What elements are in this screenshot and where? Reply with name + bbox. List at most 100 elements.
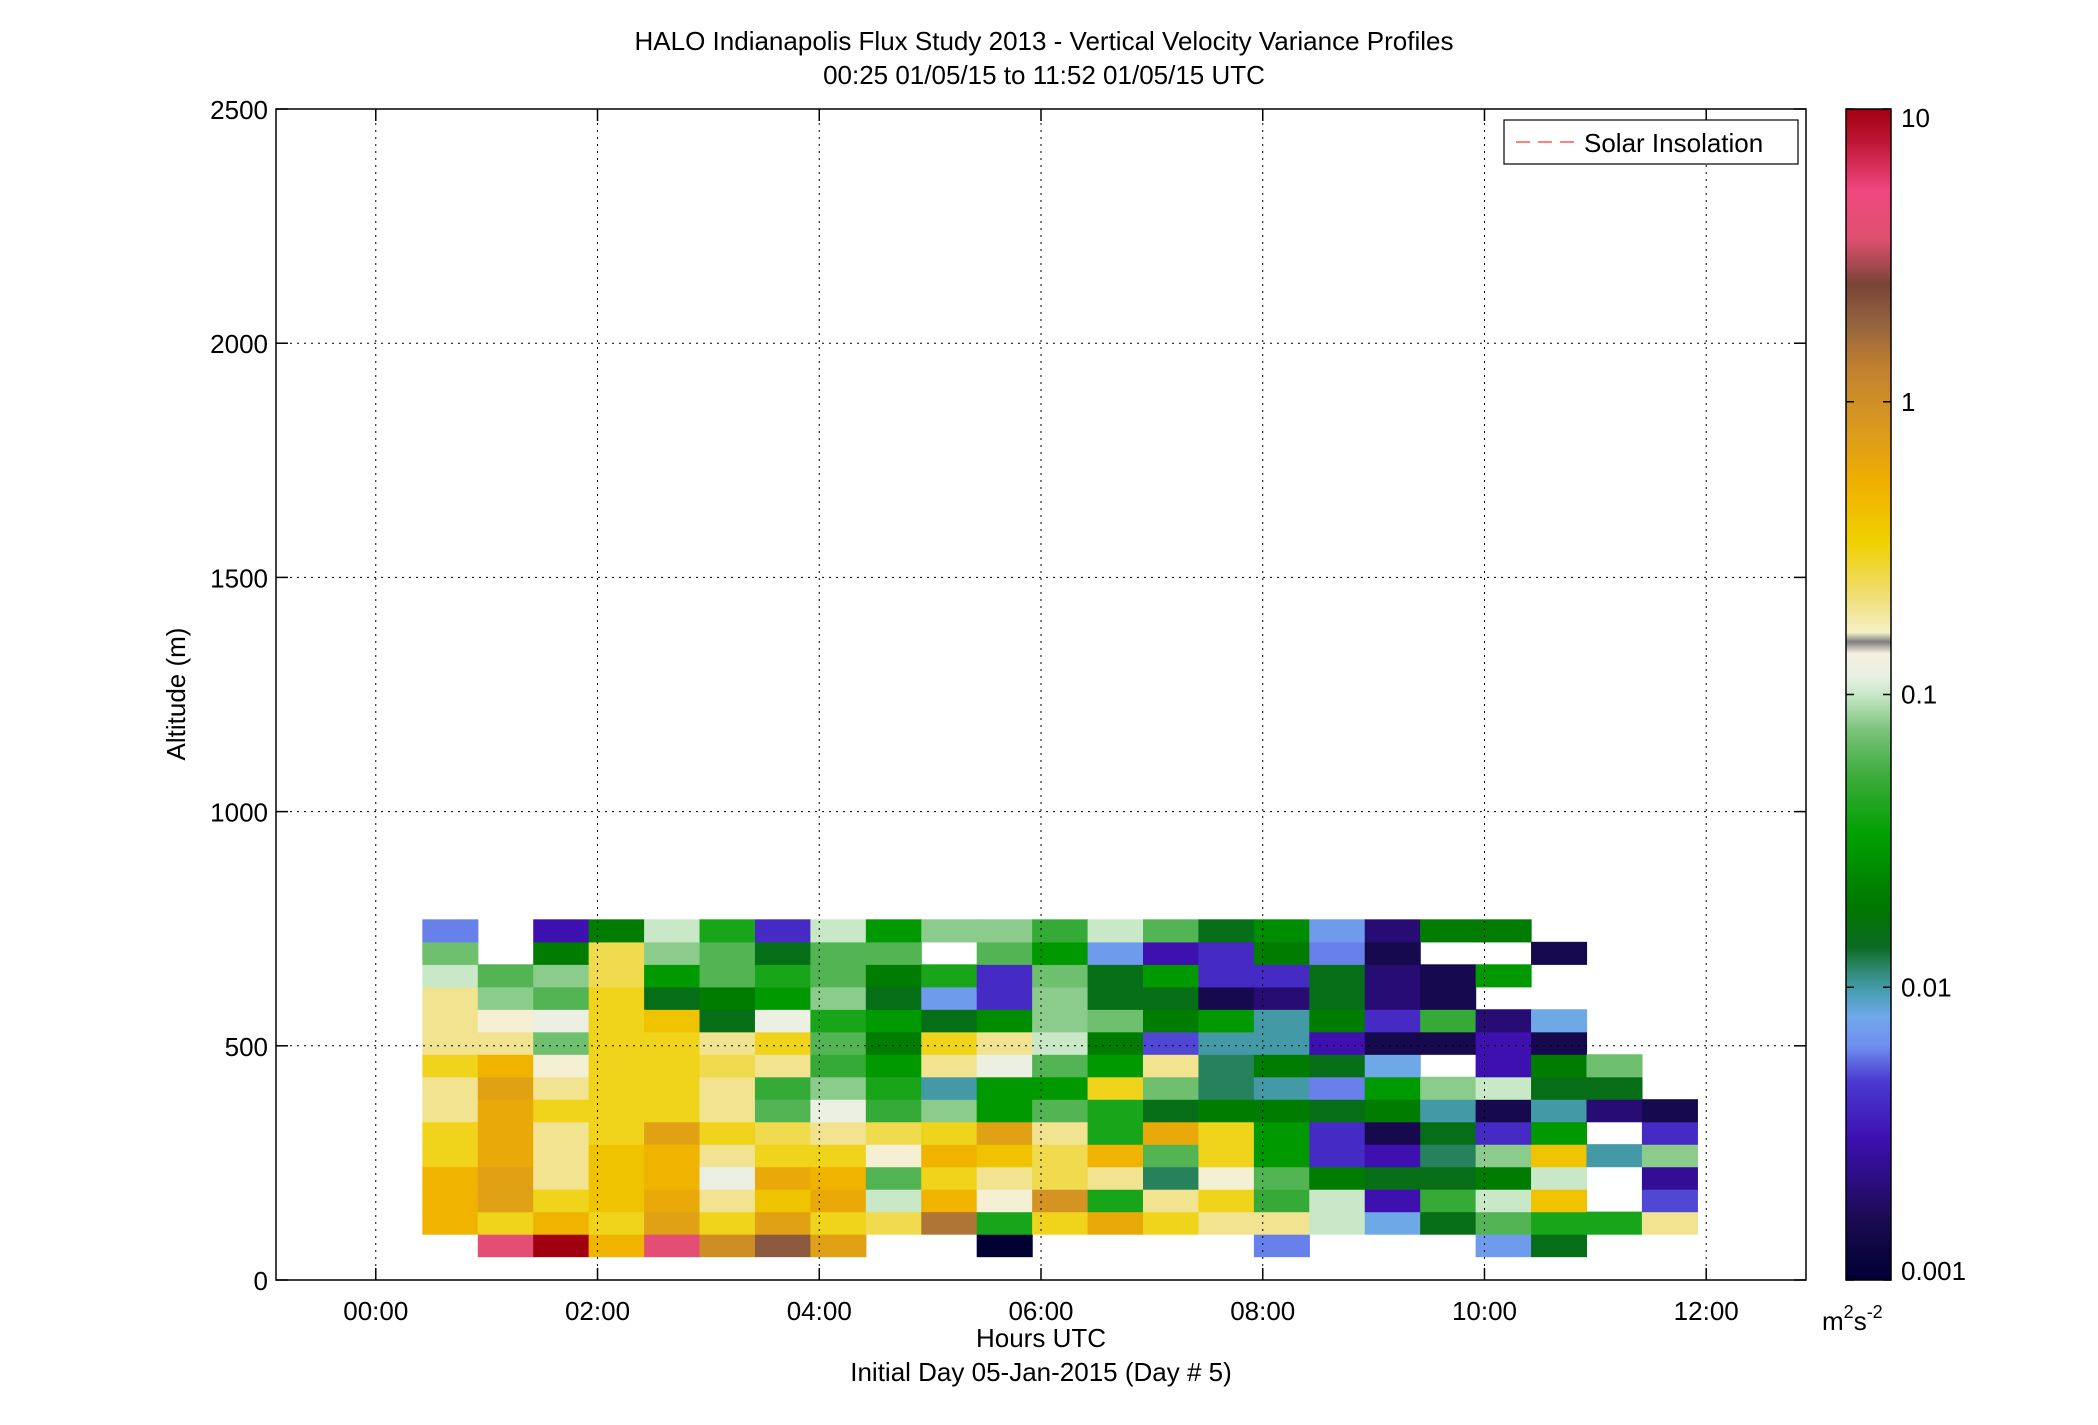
- heatmap-cell: [1198, 964, 1255, 988]
- heatmap-cell: [1420, 1076, 1477, 1100]
- heatmap-cell: [1309, 941, 1366, 965]
- heatmap-cell: [810, 1189, 867, 1213]
- heatmap-cell: [533, 1009, 590, 1033]
- legend-label: Solar Insolation: [1584, 128, 1763, 158]
- heatmap-cell: [921, 1144, 978, 1168]
- heatmap-cell: [422, 1211, 479, 1235]
- heatmap-cell: [1087, 941, 1144, 965]
- heatmap-cell: [1475, 1189, 1532, 1213]
- heatmap-cell: [588, 1211, 645, 1235]
- heatmap-cell: [699, 964, 756, 988]
- heatmap-cell: [588, 964, 645, 988]
- heatmap-cell: [1143, 1099, 1200, 1123]
- heatmap-cell: [422, 1031, 479, 1055]
- heatmap-cell: [754, 1211, 811, 1235]
- heatmap-cell: [1087, 1099, 1144, 1123]
- heatmap-cell: [1087, 1144, 1144, 1168]
- heatmap-cell: [644, 1009, 701, 1033]
- heatmap-cell: [533, 1234, 590, 1258]
- colorbar-tick-labels: 0.001 0.01 0.1 1 10: [1901, 103, 1966, 1286]
- heatmap-cell: [754, 964, 811, 988]
- y-tick-labels: 0 500 1000 1500 2000 2500: [210, 95, 268, 1296]
- heatmap-cell: [865, 1121, 922, 1145]
- heatmap-cell: [1641, 1211, 1698, 1235]
- heatmap-cell: [699, 919, 756, 943]
- heatmap-cell: [1309, 964, 1366, 988]
- heatmap-cell: [699, 1009, 756, 1033]
- heatmap-cell: [588, 1076, 645, 1100]
- heatmap-cell: [1309, 1211, 1366, 1235]
- y-tick-label: 0: [254, 1266, 268, 1296]
- heatmap-cell: [865, 986, 922, 1010]
- heatmap-cell: [1364, 1099, 1421, 1123]
- heatmap-cell: [754, 1054, 811, 1078]
- colorbar-tick-label: 10: [1901, 103, 1930, 133]
- heatmap-cell: [1032, 964, 1089, 988]
- heatmap-cell: [533, 1054, 590, 1078]
- heatmap-cell: [921, 964, 978, 988]
- heatmap-cell: [1087, 1054, 1144, 1078]
- heatmap-cell: [976, 1189, 1033, 1213]
- heatmap-cell: [921, 1076, 978, 1100]
- heatmap-cell: [477, 964, 534, 988]
- heatmap-cell: [1475, 1166, 1532, 1190]
- heatmap-cell: [422, 1144, 479, 1168]
- heatmap-cell: [1475, 1054, 1532, 1078]
- heatmap-cell: [644, 964, 701, 988]
- heatmap-cell: [1032, 1031, 1089, 1055]
- heatmap-cell: [588, 919, 645, 943]
- heatmap-cell: [1309, 1166, 1366, 1190]
- heatmap-cell: [422, 986, 479, 1010]
- heatmap-cell: [422, 1076, 479, 1100]
- heatmap-cell: [644, 1054, 701, 1078]
- heatmap-cell: [477, 1144, 534, 1168]
- heatmap-cell: [754, 1234, 811, 1258]
- heatmap-cell: [644, 1234, 701, 1258]
- heatmap-cell: [588, 1144, 645, 1168]
- heatmap-cell: [477, 1211, 534, 1235]
- heatmap-cell: [1531, 1234, 1588, 1258]
- heatmap-cell: [1309, 1144, 1366, 1168]
- legend-box: [1503, 119, 1799, 165]
- heatmap-cell: [644, 1031, 701, 1055]
- heatmap-cell: [699, 1099, 756, 1123]
- heatmap-cell: [865, 1054, 922, 1078]
- heatmap-cell: [422, 1054, 479, 1078]
- heatmap-cell: [1309, 1031, 1366, 1055]
- heatmap-cell: [976, 986, 1033, 1010]
- heatmap-cell: [1198, 941, 1255, 965]
- heatmap-cell: [1253, 1076, 1310, 1100]
- heatmap-cell: [1420, 1166, 1477, 1190]
- heatmap-cell: [1253, 1189, 1310, 1213]
- heatmap-cell: [1032, 1099, 1089, 1123]
- heatmap-cell: [1253, 1166, 1310, 1190]
- heatmap-cell: [1531, 1054, 1588, 1078]
- heatmap-cell: [1143, 1189, 1200, 1213]
- heatmap-cell: [1253, 1054, 1310, 1078]
- heatmap-cell: [699, 1144, 756, 1168]
- heatmap-cell: [976, 1121, 1033, 1145]
- heatmap-cell: [699, 1054, 756, 1078]
- heatmap-cell: [810, 1166, 867, 1190]
- heatmap-cell: [1475, 1211, 1532, 1235]
- heatmap-cell: [1641, 1121, 1698, 1145]
- heatmap-cell: [477, 1234, 534, 1258]
- heatmap-cell: [1032, 1121, 1089, 1145]
- heatmap-cell: [588, 1099, 645, 1123]
- heatmap-cell: [1475, 1234, 1532, 1258]
- heatmap-cell: [533, 964, 590, 988]
- heatmap-cell: [1087, 919, 1144, 943]
- heatmap-cell: [699, 1234, 756, 1258]
- axis-ticks: [276, 108, 1806, 1281]
- heatmap-cell: [1309, 1189, 1366, 1213]
- heatmap-cell: [1475, 1121, 1532, 1145]
- heatmap-cell: [533, 1144, 590, 1168]
- heatmap-cell: [1531, 1144, 1588, 1168]
- heatmap-cell: [477, 1009, 534, 1033]
- heatmap-cell: [699, 1076, 756, 1100]
- heatmap-cell: [976, 1009, 1033, 1033]
- heatmap-cell: [754, 1031, 811, 1055]
- heatmap-cell: [422, 1189, 479, 1213]
- heatmap-cell: [754, 1121, 811, 1145]
- heatmap-cell: [1253, 1121, 1310, 1145]
